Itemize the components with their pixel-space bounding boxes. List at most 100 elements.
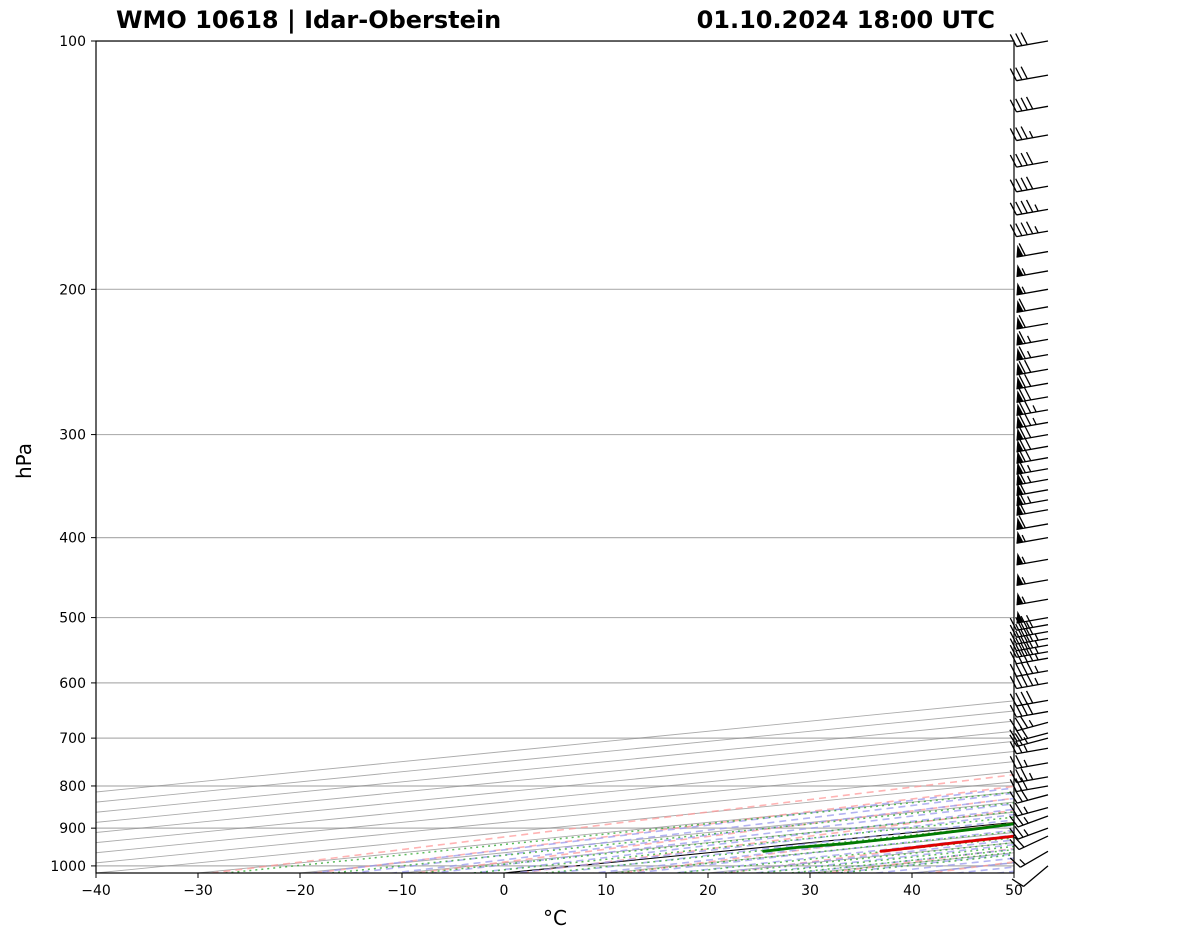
barb-full	[1021, 178, 1027, 190]
barb-full	[1021, 33, 1027, 45]
wind-barb	[1010, 716, 1048, 730]
barb-half	[1035, 678, 1038, 685]
wind-barb	[1016, 413, 1048, 428]
barb-full	[1025, 401, 1031, 413]
moist-adiabat	[307, 41, 1181, 883]
y-tick-label: 300	[59, 428, 86, 444]
barb-full	[1010, 155, 1016, 167]
y-tick-label: 1000	[50, 859, 86, 875]
isotherm	[0, 41, 1181, 873]
y-tick-label: 100	[59, 34, 86, 50]
barb-flag	[1017, 264, 1024, 276]
wind-barb	[1010, 803, 1048, 816]
barb-flag	[1017, 531, 1024, 543]
barb-half	[1033, 418, 1036, 425]
barb-half	[1028, 476, 1031, 483]
wind-barb	[1016, 573, 1048, 585]
mixing-ratio-line	[577, 683, 1181, 884]
isotherm	[0, 41, 1181, 873]
datetime-title: 01.10.2024 18:00 UTC	[697, 6, 995, 34]
wind-barb	[1016, 315, 1048, 329]
plot-frame	[96, 41, 1014, 873]
wind-barb	[1010, 152, 1048, 167]
dry-adiabat	[1059, 23, 1181, 884]
wind-barb	[1016, 516, 1048, 530]
moist-adiabat	[464, 41, 1181, 883]
wind-barb	[1016, 299, 1048, 313]
barb-full	[1016, 179, 1022, 191]
barb-full	[1010, 180, 1016, 192]
barb-full	[1025, 413, 1031, 425]
dry-adiabat	[542, 23, 1181, 884]
moist-adiabat	[621, 41, 1181, 883]
barb-full	[1016, 68, 1022, 80]
barb-shaft	[1020, 851, 1048, 867]
barb-half	[1020, 859, 1025, 864]
isotherm	[198, 41, 1181, 873]
barb-full	[1016, 202, 1022, 214]
wind-barb	[1010, 691, 1048, 706]
wind-barb	[1016, 360, 1048, 375]
moist-adiabat	[661, 41, 1181, 883]
wind-barb	[1016, 531, 1048, 543]
wind-barb	[1016, 243, 1048, 257]
dry-adiabat	[749, 23, 1181, 884]
barb-full	[1027, 661, 1033, 673]
barb-full	[1015, 826, 1023, 837]
barb-full	[1016, 224, 1022, 236]
isotherm	[0, 41, 1181, 873]
barb-full	[1016, 154, 1022, 166]
barb-half	[1024, 760, 1027, 767]
moist-adiabat	[543, 41, 1181, 883]
barb-shaft	[1017, 808, 1048, 816]
barb-full	[1016, 33, 1022, 45]
moist-adiabat	[386, 41, 1181, 883]
x-tick-label: 20	[699, 883, 717, 899]
barb-full	[1016, 663, 1022, 675]
barb-full	[1021, 98, 1027, 110]
barb-half	[1035, 666, 1038, 673]
barb-half	[1028, 496, 1031, 503]
x-axis-label: °C	[543, 906, 567, 930]
y-tick-label: 500	[59, 611, 86, 627]
barb-full	[1010, 128, 1016, 140]
dry-adiabat	[128, 23, 1181, 884]
dry-adiabat	[335, 23, 1181, 884]
barb-full	[1016, 755, 1022, 767]
wind-barb	[1016, 401, 1048, 416]
y-tick-label: 900	[59, 821, 86, 837]
wind-barb	[1016, 388, 1048, 403]
barb-half	[1035, 205, 1038, 212]
barb-full	[1016, 675, 1022, 687]
barb-full	[1016, 693, 1022, 705]
wind-barb	[1016, 592, 1048, 604]
barb-full	[1020, 716, 1027, 728]
wind-barbs	[1010, 33, 1048, 887]
barb-flag	[1017, 283, 1024, 295]
barb-full	[1015, 790, 1022, 802]
wind-barb	[1010, 851, 1048, 867]
wind-barb	[1010, 755, 1048, 768]
dry-adiabat	[645, 23, 1181, 884]
y-tick-label: 200	[59, 282, 86, 298]
y-axis-label: hPa	[12, 443, 36, 479]
wind-barb	[1016, 331, 1048, 345]
x-tick-label: 40	[903, 883, 921, 899]
barb-shaft	[1017, 795, 1048, 803]
y-tick-label: 600	[59, 676, 86, 692]
moist-adiabat	[227, 41, 1181, 883]
isotherm	[0, 41, 1181, 873]
wind-barb	[1016, 553, 1048, 565]
barb-half	[1028, 351, 1031, 358]
wind-barb	[1010, 200, 1048, 215]
barb-half	[1028, 336, 1031, 343]
isotherm	[0, 41, 1181, 873]
wind-barb	[1016, 283, 1048, 295]
barb-half	[1030, 773, 1033, 780]
barb-full	[1010, 203, 1016, 215]
y-tick-label: 700	[59, 731, 86, 747]
barb-full	[1021, 153, 1027, 165]
barb-full	[1016, 99, 1022, 111]
wind-barb	[1016, 264, 1048, 276]
